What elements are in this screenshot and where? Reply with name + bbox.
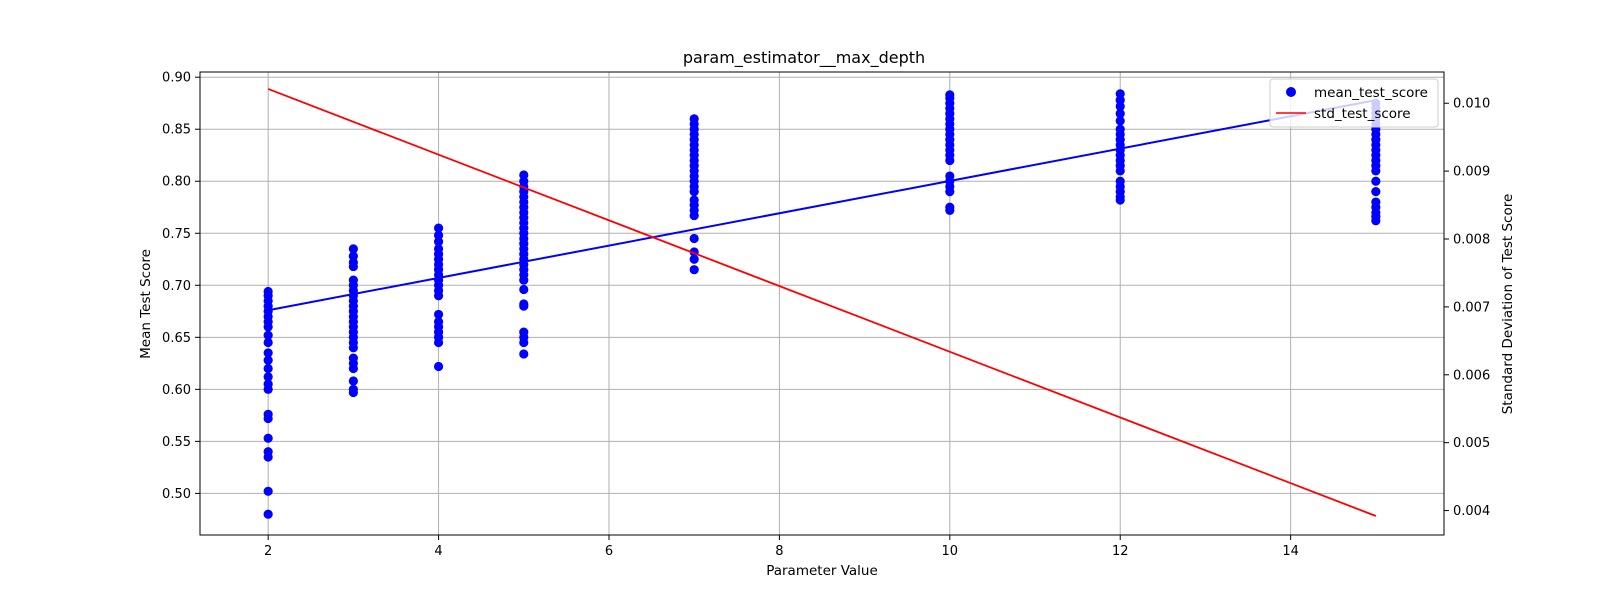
scatter-point [689,114,699,124]
y2-tick-label: 0.008 [1453,233,1490,248]
scatter-point [689,265,699,275]
scatter-point [263,337,273,348]
x-tick-label: 8 [775,544,783,559]
scatter-point [263,447,273,457]
scatter-point [263,330,273,340]
y-axis-label: Mean Test Score [138,249,154,359]
scatter-point [945,202,955,212]
scatter-point [689,195,699,205]
y2-tick-label: 0.007 [1453,300,1490,315]
scatter-point [1115,89,1125,99]
scatter-point [1371,197,1381,207]
scatter-point [519,284,529,295]
scatter-point [433,309,444,320]
legend-label-std: std_test_score [1314,106,1411,122]
y-tick-label: 0.65 [162,331,191,346]
chart-title: param_estimator__max_depth [683,48,925,68]
scatter-point [263,409,273,419]
grid-lines [200,72,1444,535]
legend-label-mean: mean_test_score [1314,85,1428,101]
y-tick-label: 0.55 [162,435,191,450]
y2-tick-label: 0.005 [1453,436,1490,451]
scatter-point [433,317,444,327]
scatter-point [1371,187,1381,197]
scatter-point [433,230,444,240]
scatter-point [945,171,955,181]
scatter-point [348,251,358,261]
scatter-point [1115,109,1125,119]
lines [267,88,1377,517]
x-tick-label: 14 [1282,544,1299,559]
scatter-point [519,349,529,359]
scatter-point [689,254,699,264]
scatter-point [263,363,273,374]
x-tick-label: 6 [605,544,613,559]
y2-tick-label: 0.010 [1453,97,1490,112]
scatter-point [1115,124,1125,134]
scatter-point [263,509,273,519]
scatter-point [263,355,273,365]
scatter-point [348,376,358,386]
scatter-point [519,299,529,309]
scatter-point [348,275,358,285]
scatter-point [348,384,358,394]
scatter-point [348,244,358,254]
legend-marker-mean [1286,87,1296,97]
trend-line [267,99,1377,312]
scatter-point [945,90,955,100]
scatter-point [263,286,273,297]
std-test-score-line [267,88,1377,517]
y-ticks: 0.50 0.55 0.60 0.65 0.70 0.75 0.80 0.85 0.90 [162,71,200,502]
x-axis-label: Parameter Value [766,563,878,579]
scatter-point [263,433,273,443]
x-tick-label: 2 [264,544,272,559]
scatter-points [263,89,1381,519]
y-tick-label: 0.85 [162,123,191,138]
scatter-point [433,223,444,233]
y2-tick-label: 0.009 [1453,165,1490,180]
scatter-point [519,170,529,180]
y-tick-label: 0.75 [162,227,191,242]
y-tick-label: 0.90 [162,71,191,86]
scatter-point [263,379,273,389]
y-tick-label: 0.60 [162,383,191,398]
x-tick-label: 12 [1112,544,1129,559]
scatter-point [263,348,273,358]
scatter-point [689,233,699,244]
y2-axis-label: Standard Deviation of Test Score [1500,194,1516,415]
x-tick-label: 10 [942,544,959,559]
y2-tick-label: 0.006 [1453,368,1490,383]
scatter-point [1115,176,1125,186]
scatter-point [1371,176,1381,186]
x-tick-label: 4 [434,544,442,559]
y-tick-label: 0.70 [162,279,191,294]
scatter-point [263,372,273,382]
x-ticks: 2 4 6 8 10 12 14 [264,535,1299,559]
y2-ticks: 0.004 0.005 0.006 0.007 0.008 0.009 0.010 [1444,97,1490,519]
scatter-point [433,244,444,254]
y2-tick-label: 0.004 [1453,504,1490,519]
scatter-point [519,327,529,337]
scatter-point [348,353,358,363]
legend: mean_test_score std_test_score [1269,78,1439,128]
legend-box [1269,78,1439,128]
plot-area-frame [199,71,1445,536]
scatter-point [263,486,273,496]
scatter-point [1115,116,1125,126]
y-tick-label: 0.50 [162,487,191,502]
y-tick-label: 0.80 [162,175,191,190]
scatter-point [433,361,444,372]
